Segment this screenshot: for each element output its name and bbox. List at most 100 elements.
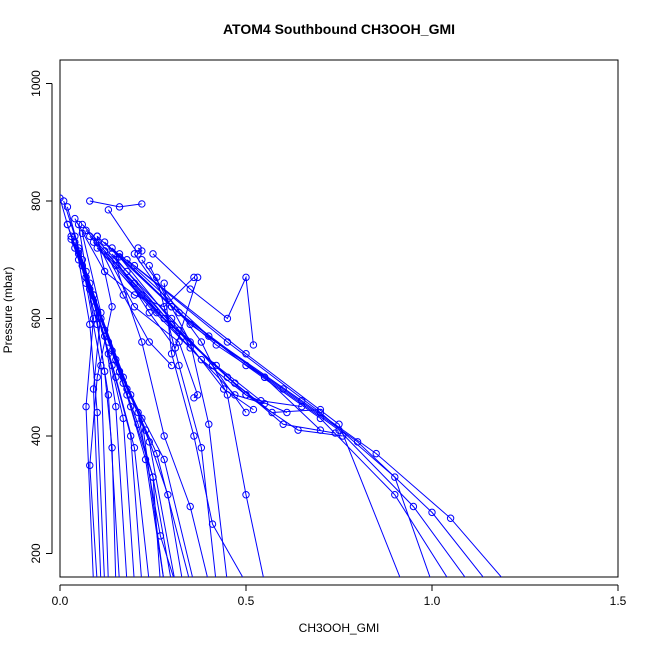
- data-point: [130, 303, 139, 311]
- data-point: [86, 279, 94, 287]
- data-point: [208, 520, 217, 528]
- data-point: [249, 341, 258, 349]
- data-point: [82, 226, 90, 235]
- data-point: [242, 350, 250, 358]
- data-point: [160, 432, 168, 440]
- data-point: [223, 314, 232, 323]
- series-line: [107, 209, 143, 255]
- series-line: [81, 233, 102, 577]
- data-point: [93, 244, 101, 252]
- y-axis-title: Pressure (mbar): [1, 267, 15, 354]
- series-layer: [60, 194, 502, 577]
- data-point: [71, 238, 79, 246]
- data-point: [93, 373, 101, 381]
- x-tick-label: 1.0: [424, 594, 441, 608]
- data-point: [279, 420, 287, 428]
- plot-frame: [59, 59, 619, 578]
- series-line: [134, 265, 401, 577]
- data-point: [78, 256, 87, 264]
- data-point: [391, 491, 399, 499]
- data-point: [242, 408, 250, 417]
- data-point: [160, 455, 168, 464]
- data-point: [197, 444, 206, 452]
- chart-title: ATOM4 Southbound CH3OOH_GMI: [223, 21, 455, 37]
- y-tick-label: 800: [29, 191, 43, 211]
- data-point: [100, 238, 109, 246]
- data-point: [130, 261, 139, 270]
- series-line: [111, 247, 484, 577]
- y-tick-label: 400: [29, 426, 43, 446]
- data-point: [231, 391, 239, 399]
- data-point: [160, 279, 168, 287]
- x-tick-label: 0.0: [52, 594, 69, 608]
- x-tick-label: 0.5: [238, 594, 255, 608]
- data-point: [93, 232, 101, 240]
- series-profile: [86, 232, 269, 408]
- data-point: [89, 385, 98, 393]
- data-point: [175, 308, 183, 317]
- data-point: [108, 361, 116, 370]
- data-point: [242, 273, 250, 282]
- series-line: [89, 288, 190, 577]
- data-point: [242, 491, 250, 499]
- series-profile: [130, 261, 401, 577]
- data-point: [145, 303, 153, 311]
- data-point: [108, 303, 116, 311]
- data-point: [63, 203, 72, 211]
- data-point: [193, 273, 202, 282]
- data-point: [283, 408, 291, 417]
- data-point: [138, 256, 146, 264]
- data-point: [219, 385, 228, 393]
- series-line: [93, 294, 193, 577]
- data-point: [316, 426, 325, 434]
- y-tick-label: 1000: [29, 70, 43, 97]
- data-point: [145, 338, 153, 346]
- data-point: [167, 303, 176, 311]
- data-point: [190, 394, 198, 402]
- series-line: [70, 236, 128, 577]
- series-line: [96, 241, 172, 366]
- series-line: [63, 200, 109, 577]
- series-line: [78, 224, 95, 577]
- data-point: [145, 438, 153, 446]
- series-line: [141, 259, 264, 577]
- data-point: [190, 273, 198, 282]
- data-point: [112, 402, 120, 411]
- data-point: [130, 444, 139, 452]
- y-tick-label: 200: [29, 543, 43, 563]
- data-point: [100, 247, 109, 255]
- data-point: [372, 449, 380, 458]
- data-point: [130, 250, 139, 258]
- series-line: [111, 253, 336, 434]
- series-line: [163, 283, 244, 577]
- series-profile: [160, 279, 244, 577]
- data-point: [190, 432, 198, 440]
- data-point: [134, 420, 142, 428]
- data-point: [167, 350, 176, 358]
- series-profile: [149, 250, 258, 349]
- data-point: [186, 285, 194, 293]
- data-point: [130, 291, 139, 299]
- data-point: [104, 206, 113, 214]
- data-point: [197, 355, 206, 364]
- data-point: [89, 314, 98, 323]
- data-point: [126, 391, 135, 399]
- x-axis: 0.0 0.5 1.0 1.5: [52, 584, 627, 608]
- data-point: [205, 420, 213, 428]
- data-point: [223, 373, 232, 381]
- y-tick-label: 600: [29, 308, 43, 328]
- data-point: [175, 361, 183, 370]
- data-point: [86, 232, 94, 240]
- series-line: [60, 197, 105, 577]
- series-line: [81, 224, 247, 413]
- series-profile: [112, 261, 208, 577]
- data-point: [115, 203, 124, 211]
- data-point: [112, 261, 120, 270]
- data-point: [86, 197, 94, 205]
- series-profile: [138, 256, 264, 577]
- data-point: [112, 373, 120, 381]
- data-point: [63, 220, 72, 229]
- x-axis-title: CH3OOH_GMI: [299, 621, 380, 635]
